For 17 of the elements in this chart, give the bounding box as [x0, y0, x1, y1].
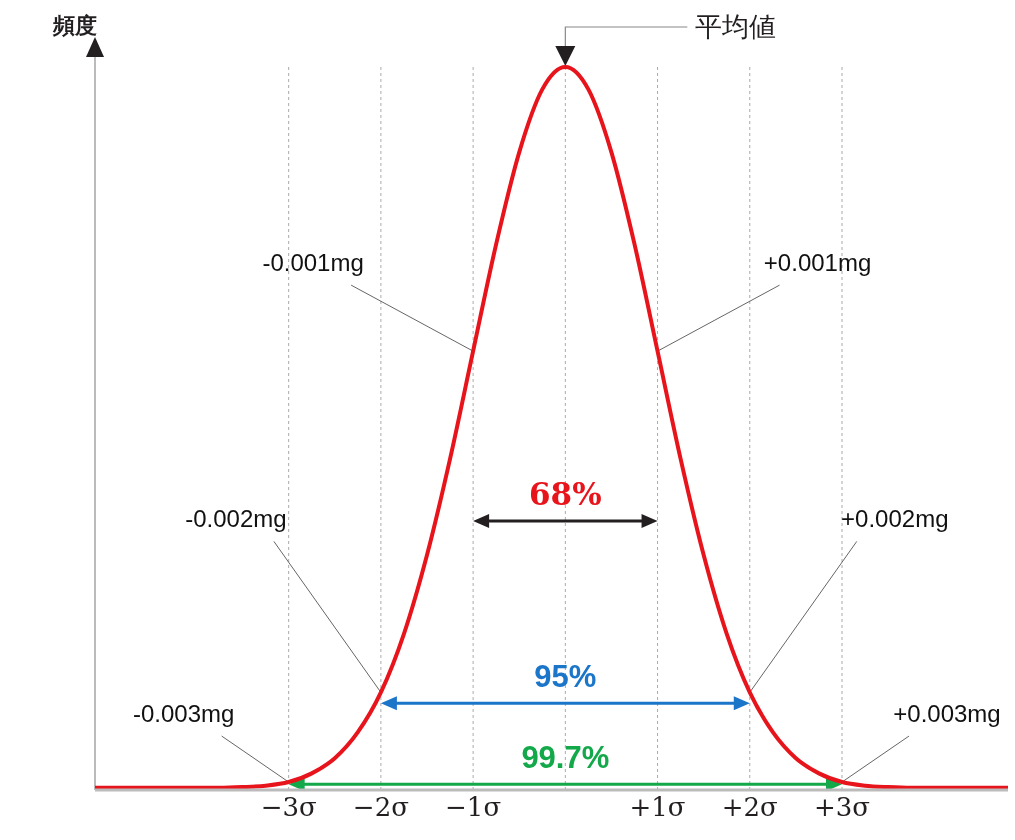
annotation: +0.002mg [841, 505, 949, 533]
x-tick-label: +2σ [721, 792, 778, 823]
x-tick-label: +3σ [813, 792, 871, 823]
annotation: -0.001mg [262, 249, 364, 277]
annotation: 95% [534, 659, 597, 695]
annotation: +0.001mg [763, 249, 872, 277]
x-tick-label: −3σ [260, 792, 317, 823]
text: 平均値 [695, 11, 777, 42]
annotation: 99.7% [521, 740, 610, 776]
x-tick-label: −1σ [445, 792, 502, 823]
x-tick-label: +1σ [629, 792, 686, 823]
annotation: 68% [529, 476, 602, 513]
annotation: -0.002mg [185, 505, 287, 533]
annotation: -0.003mg [132, 700, 235, 728]
annotation: +0.003mg [893, 700, 1001, 728]
y-axis-title: 頻度 [52, 12, 97, 38]
x-tick-label: −2σ [352, 792, 409, 823]
